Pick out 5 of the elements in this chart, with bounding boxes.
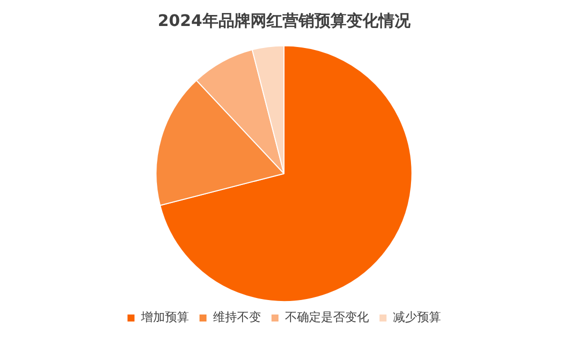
chart-title: 2024年品牌网红营销预算变化情况 <box>158 10 412 30</box>
legend-label: 减少预算 <box>393 310 441 324</box>
legend-label: 增加预算 <box>140 310 189 324</box>
legend-label: 不确定是否变化 <box>285 310 369 324</box>
legend-label: 维持不变 <box>213 310 261 324</box>
